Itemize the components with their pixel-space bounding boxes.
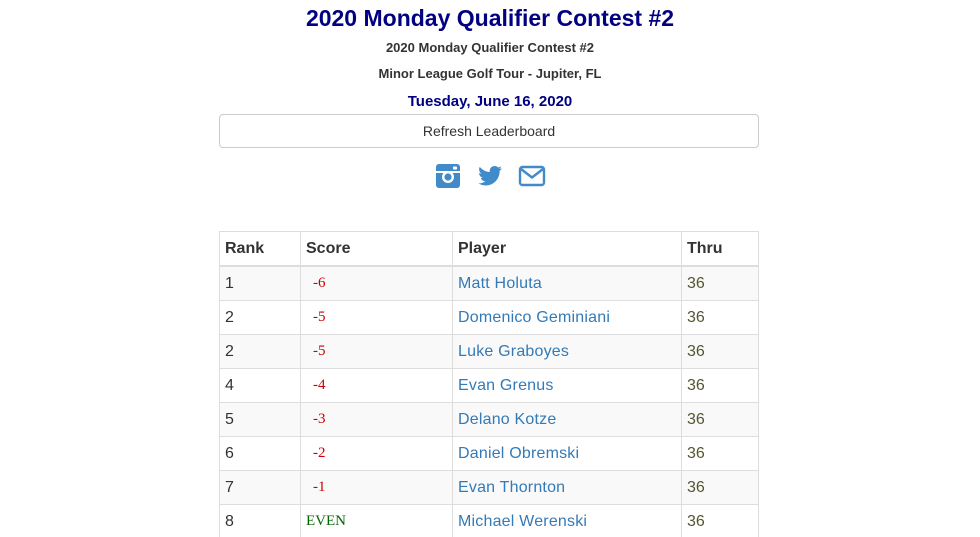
email-link[interactable] [518, 162, 546, 190]
player-cell: Domenico Geminiani [452, 300, 682, 335]
tour-location: Minor League Golf Tour - Jupiter, FL [378, 66, 602, 81]
player-link[interactable]: Evan Thornton [458, 478, 566, 496]
rank-cell: 5 [219, 402, 301, 437]
player-cell: Michael Werenski [452, 504, 682, 537]
twitter-link[interactable] [476, 162, 504, 190]
rank-column-header[interactable]: Rank [219, 231, 301, 267]
player-link[interactable]: Luke Graboyes [458, 342, 570, 360]
player-cell: Daniel Obremski [452, 436, 682, 471]
thru-cell: 36 [681, 504, 759, 537]
rank-cell: 8 [219, 504, 301, 537]
rank-cell: 6 [219, 436, 301, 471]
thru-cell: 36 [681, 334, 759, 369]
player-cell: Luke Graboyes [452, 334, 682, 369]
contest-subtitle: 2020 Monday Qualifier Contest #2 [385, 40, 595, 55]
table-row: 4 -4 Evan Grenus 36 [219, 368, 759, 403]
event-date: Tuesday, June 16, 2020 [407, 93, 573, 110]
thru-cell: 36 [681, 300, 759, 335]
page-title: 2020 Monday Qualifier Contest #2 [305, 5, 675, 31]
score-cell: -3 [300, 402, 453, 437]
thru-column-header[interactable]: Thru [681, 231, 759, 267]
score-cell: -4 [300, 368, 453, 403]
leaderboard-table: Rank Score Player Thru 1 -6 Matt Holuta … [219, 231, 759, 537]
player-link[interactable]: Domenico Geminiani [458, 308, 611, 326]
social-links [0, 162, 980, 190]
table-row: 7 -1 Evan Thornton 36 [219, 470, 759, 505]
thru-cell: 36 [681, 265, 759, 301]
score-cell: -5 [300, 300, 453, 335]
score-cell: -1 [300, 470, 453, 505]
player-cell: Evan Thornton [452, 470, 682, 505]
player-cell: Delano Kotze [452, 402, 682, 437]
instagram-icon [435, 164, 460, 188]
table-row: 6 -2 Daniel Obremski 36 [219, 436, 759, 471]
instagram-link[interactable] [434, 162, 462, 190]
player-cell: Evan Grenus [452, 368, 682, 403]
score-cell: -5 [300, 334, 453, 369]
rank-cell: 7 [219, 470, 301, 505]
score-cell: -2 [300, 436, 453, 471]
rank-cell: 1 [219, 265, 301, 301]
table-row: 1 -6 Matt Holuta 36 [219, 265, 759, 301]
table-row: 2 -5 Luke Graboyes 36 [219, 334, 759, 369]
player-link[interactable]: Evan Grenus [458, 376, 554, 394]
player-cell: Matt Holuta [452, 265, 682, 301]
score-cell: EVEN [300, 504, 453, 537]
envelope-icon [519, 165, 546, 187]
score-cell: -6 [300, 265, 453, 301]
player-link[interactable]: Matt Holuta [458, 274, 543, 292]
refresh-leaderboard-button[interactable]: Refresh Leaderboard [219, 114, 759, 148]
thru-cell: 36 [681, 470, 759, 505]
player-link[interactable]: Delano Kotze [458, 410, 557, 428]
thru-cell: 36 [681, 436, 759, 471]
player-link[interactable]: Michael Werenski [458, 512, 588, 530]
player-column-header[interactable]: Player [452, 231, 682, 267]
table-header-row: Rank Score Player Thru [219, 231, 759, 267]
score-column-header[interactable]: Score [300, 231, 453, 267]
thru-cell: 36 [681, 402, 759, 437]
player-link[interactable]: Daniel Obremski [458, 444, 580, 462]
table-row: 5 -3 Delano Kotze 36 [219, 402, 759, 437]
rank-cell: 2 [219, 300, 301, 335]
table-row: 2 -5 Domenico Geminiani 36 [219, 300, 759, 335]
thru-cell: 36 [681, 368, 759, 403]
table-row: 8 EVEN Michael Werenski 36 [219, 504, 759, 537]
rank-cell: 4 [219, 368, 301, 403]
twitter-icon [478, 166, 502, 186]
rank-cell: 2 [219, 334, 301, 369]
